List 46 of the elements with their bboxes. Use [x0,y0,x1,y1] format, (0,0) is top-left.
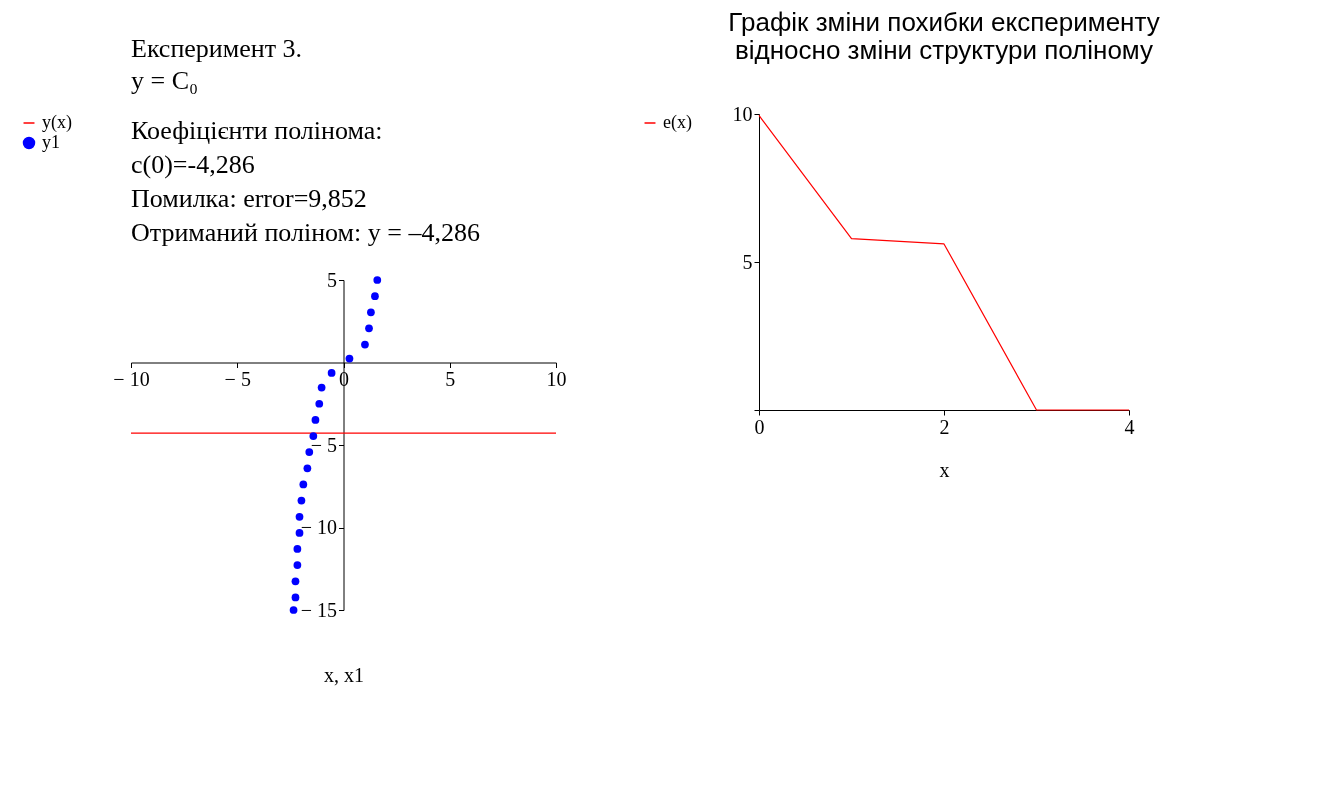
point [291,593,300,602]
legend-label: y1 [42,132,60,152]
point [289,606,298,614]
point [327,369,336,377]
x-tick-label: − 10 [113,368,150,390]
text: Помилка: error=9,852 [131,184,367,213]
point [345,354,354,363]
point [365,324,373,333]
chart-subtitle: y = C₀ [131,66,199,95]
text: c(0)=-4,286 [131,150,255,179]
x-tick-label: 0 [754,415,765,438]
x-tick-label: 10 [546,368,567,390]
point [373,276,382,284]
x-tick-label: − 5 [224,368,251,390]
point [361,340,369,349]
y-tick-label: − 5 [310,433,337,456]
point [309,432,318,440]
text: Отриманий поліном: y = –4,286 [131,218,480,247]
point [293,561,302,569]
text: Коефіцієнти полінома: [131,116,383,145]
legend-label: e(x) [663,112,692,133]
point [311,416,320,424]
y-tick-label: − 10 [300,516,337,538]
point [299,480,308,489]
point [305,448,314,456]
point [297,496,306,505]
y-tick-label: − 15 [300,598,337,621]
y-tick-label: 5 [327,268,337,291]
point [293,545,302,553]
chart-title: Графік зміни похибки експерименту відносно зміни структури поліному [728,7,1160,65]
x-tick-label: 2 [939,415,950,438]
point [295,529,304,537]
point [303,464,312,473]
x-tick-label: 5 [445,368,456,390]
point [367,308,375,317]
x-axis-title: x [939,458,950,481]
point [371,292,379,301]
legend-label: y(x) [42,112,72,133]
point [317,383,326,392]
point [291,577,300,586]
x-tick-label: 4 [1124,415,1135,438]
chart-title: Експеримент 3. [131,34,303,63]
x-axis-title: x, x1 [324,663,364,686]
point [315,399,324,408]
point [295,512,304,521]
x-tick-label: 0 [339,368,349,390]
